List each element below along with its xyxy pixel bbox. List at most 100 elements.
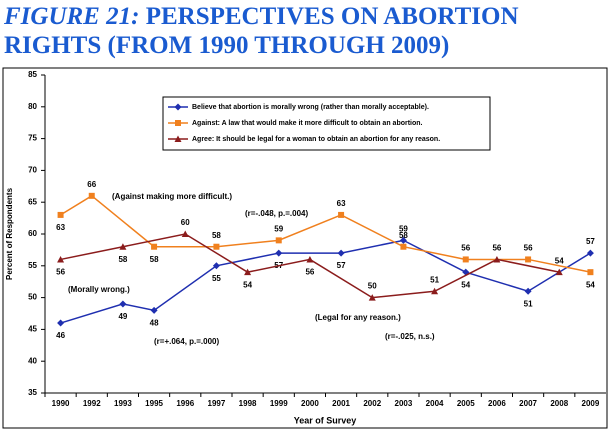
x-tick-label: 1992: [83, 399, 101, 408]
series-line: [60, 194, 591, 273]
value-label: 60: [181, 218, 190, 227]
value-label: 57: [337, 261, 346, 270]
point: [586, 249, 594, 257]
y-tick-label: 60: [28, 229, 37, 238]
value-label: 58: [118, 255, 127, 264]
x-tick-label: 1999: [270, 399, 288, 408]
annotation: (r=-.048, p.=.004): [245, 209, 308, 218]
value-label: 49: [118, 312, 127, 321]
point: [213, 243, 220, 250]
legend-box: [162, 96, 491, 151]
value-label: 48: [150, 318, 159, 327]
legend-label: Agree: It should be legal for a woman to…: [192, 136, 440, 143]
value-label: 46: [56, 331, 65, 340]
point: [493, 255, 501, 263]
annotation: (Against making more difficult.): [112, 192, 232, 201]
point: [524, 287, 532, 295]
x-tick-label: 2008: [550, 399, 568, 408]
point: [555, 268, 563, 276]
value-label: 56: [461, 244, 470, 253]
y-tick-label: 50: [28, 293, 37, 302]
x-tick-label: 1998: [239, 399, 257, 408]
point: [175, 120, 181, 126]
point: [275, 237, 282, 244]
annotation: (r=+.064, p.=.000): [154, 337, 219, 346]
x-tick-label: 2006: [488, 399, 506, 408]
point: [244, 268, 252, 276]
x-tick-label: 2007: [519, 399, 537, 408]
point: [57, 319, 65, 327]
x-tick-label: 2003: [395, 399, 413, 408]
series-line: [60, 233, 560, 299]
point: [400, 243, 407, 250]
value-label: 59: [399, 224, 408, 233]
x-tick-label: 2009: [582, 399, 600, 408]
value-label: 58: [212, 231, 221, 240]
x-tick-label: 1990: [52, 399, 70, 408]
value-label: 63: [56, 223, 65, 232]
x-tick-label: 1997: [208, 399, 226, 408]
x-tick-label: 2000: [301, 399, 319, 408]
value-label: 59: [274, 224, 283, 233]
value-label: 51: [524, 299, 533, 308]
point: [368, 294, 376, 301]
y-tick-label: 70: [28, 166, 37, 175]
legend: Believe that abortion is morally wrong (…: [162, 96, 491, 151]
title-prefix: FIGURE 21:: [4, 3, 140, 30]
y-tick-label: 65: [28, 197, 37, 206]
x-tick-label: 1996: [176, 399, 194, 408]
y-tick-label: 45: [28, 325, 37, 334]
value-label: 54: [586, 280, 595, 289]
y-tick-label: 80: [28, 102, 37, 111]
value-label: 55: [212, 274, 221, 283]
value-label: 54: [461, 280, 470, 289]
point: [462, 256, 469, 263]
y-axis-label: Percent of Respondents: [5, 187, 14, 280]
point: [212, 262, 220, 270]
legend-label: Against: A law that would make it more d…: [192, 120, 423, 127]
point: [150, 306, 158, 314]
x-tick-label: 2001: [332, 399, 350, 408]
value-label: 56: [56, 268, 65, 277]
y-tick-label: 40: [28, 356, 37, 365]
chart-border: [2, 67, 608, 429]
value-label: 54: [243, 280, 252, 289]
value-label: 57: [586, 237, 595, 246]
point: [337, 249, 345, 257]
title-text: PERSPECTIVES ON ABORTION RIGHTS (FROM 19…: [4, 3, 519, 59]
annotation: (Legal for any reason.): [315, 313, 401, 322]
annotation: (Morally wrong.): [68, 285, 130, 294]
x-tick-label: 1995: [145, 399, 163, 408]
value-label: 66: [87, 180, 96, 189]
point: [338, 211, 345, 218]
x-tick-label: 1993: [114, 399, 132, 408]
series: 56 58 60 54 56 50 51 56 54: [56, 218, 564, 301]
point: [174, 135, 182, 142]
y-tick-label: 55: [28, 261, 37, 270]
legend-label: Believe that abortion is morally wrong (…: [192, 104, 429, 111]
point: [181, 230, 189, 237]
value-label: 58: [399, 231, 408, 240]
y-tick-label: 75: [28, 134, 37, 143]
point: [119, 300, 127, 308]
value-label: 54: [555, 256, 564, 265]
point: [275, 249, 283, 257]
point: [306, 255, 314, 263]
point: [57, 211, 64, 218]
point: [151, 243, 158, 250]
point: [399, 236, 407, 244]
chart-title: FIGURE 21: PERSPECTIVES ON ABORTION RIGH…: [4, 2, 564, 60]
value-label: 50: [368, 282, 377, 291]
series-line: [60, 239, 591, 324]
point: [119, 243, 127, 250]
y-tick-label: 35: [28, 388, 37, 397]
point: [525, 256, 532, 263]
point: [57, 255, 65, 263]
value-label: 56: [305, 268, 314, 277]
point: [88, 192, 95, 199]
y-tick-label: 85: [28, 70, 37, 79]
x-tick-label: 2002: [363, 399, 381, 408]
x-tick-label: 2005: [457, 399, 475, 408]
